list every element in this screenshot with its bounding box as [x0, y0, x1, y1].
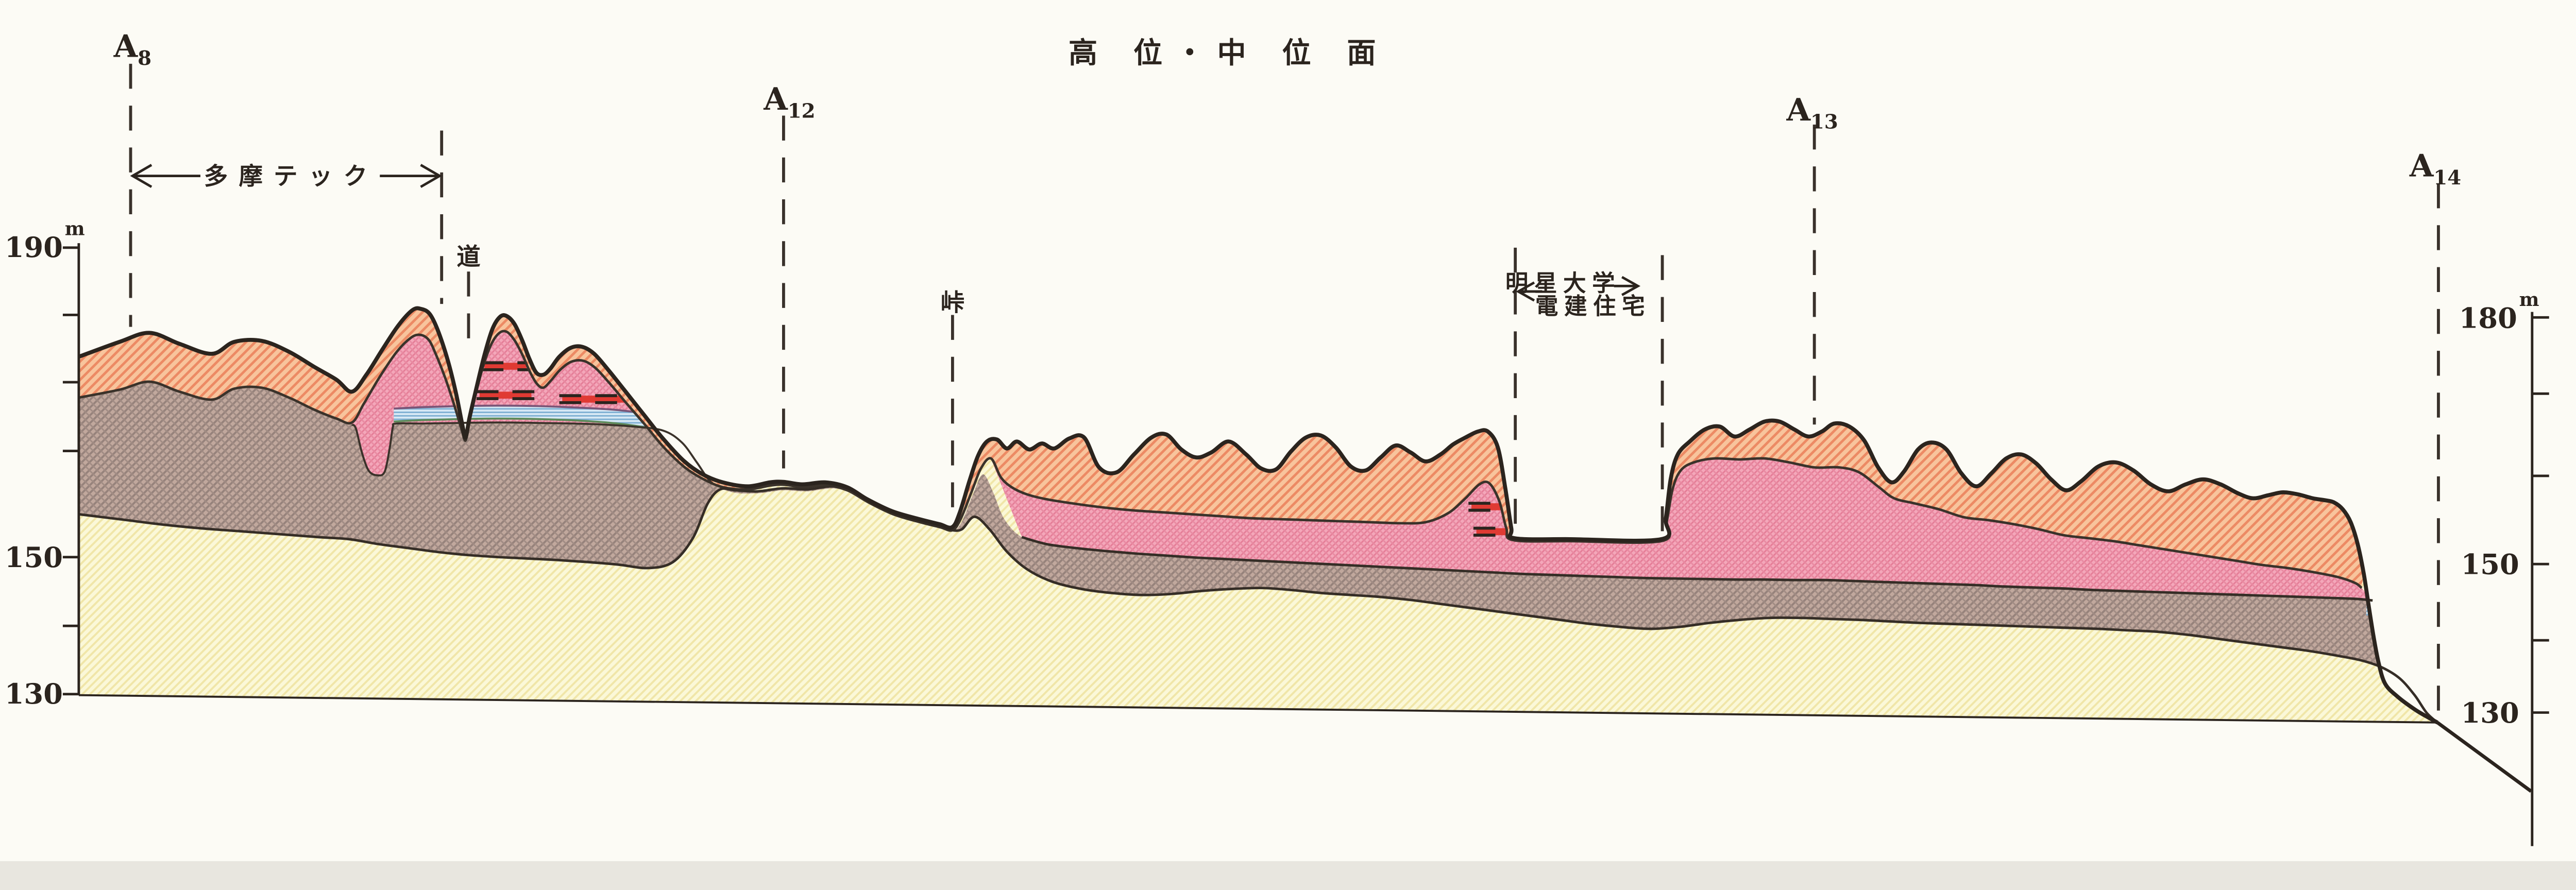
figure-title: 高 位・中 位 面 — [1069, 36, 1389, 70]
annotation-road: 道 — [456, 243, 480, 271]
locator-label-a14: A14 — [2409, 148, 2461, 189]
right-axis-ticks — [2532, 316, 2549, 714]
left-axis-unit: m — [65, 217, 85, 240]
right-axis-label-150: 150 — [2461, 548, 2519, 581]
left-axis-label-150: 150 — [5, 541, 63, 574]
annotation-tamatech: 多摩テック — [204, 162, 379, 190]
strata-group — [78, 308, 2438, 723]
older-gravel-layer — [78, 383, 2438, 723]
left-axis-ticks — [62, 246, 79, 696]
right-axis-label-180: 180 — [2459, 302, 2517, 335]
pink-gray-contact-line — [1021, 536, 2373, 602]
locator-label-a13: A13 — [1786, 92, 1838, 133]
tamatech-span-arrow — [130, 164, 443, 188]
annotation-pass: 峠 — [941, 288, 964, 317]
clay-band — [394, 405, 709, 472]
geological-cross-section-figure: 190 m 150 130 180 m 150 130 高 位・中 位 面 A8 — [0, 0, 2576, 861]
loam-cap-layer — [78, 308, 2364, 588]
tephra-bed — [479, 391, 532, 399]
tephra-bed — [484, 363, 527, 370]
locator-label-a8: A8 — [113, 28, 151, 70]
ground-surface-line — [78, 306, 2438, 725]
right-axis-unit: m — [2519, 288, 2539, 311]
right-axis-label-130: 130 — [2461, 696, 2519, 729]
locator-label-a12: A12 — [763, 81, 815, 123]
annotation-denken-housing: 電建住宅 — [1535, 293, 1651, 320]
left-axis-label-190: 190 — [5, 231, 63, 264]
section-baseline — [78, 694, 2438, 724]
locator-lines — [129, 63, 2440, 716]
left-axis-label-130: 130 — [5, 677, 63, 710]
basement-top-line — [78, 485, 2438, 724]
annotation-meisei-university: 明星大学 — [1505, 270, 1621, 297]
right-axis: 180 m 150 130 — [2459, 288, 2549, 846]
terrace-gravel-main-block — [991, 458, 2373, 601]
meisei-span-arrows — [1516, 276, 1641, 302]
east-slope-line — [2436, 721, 2532, 793]
left-axis: 190 m 150 130 — [5, 217, 85, 710]
